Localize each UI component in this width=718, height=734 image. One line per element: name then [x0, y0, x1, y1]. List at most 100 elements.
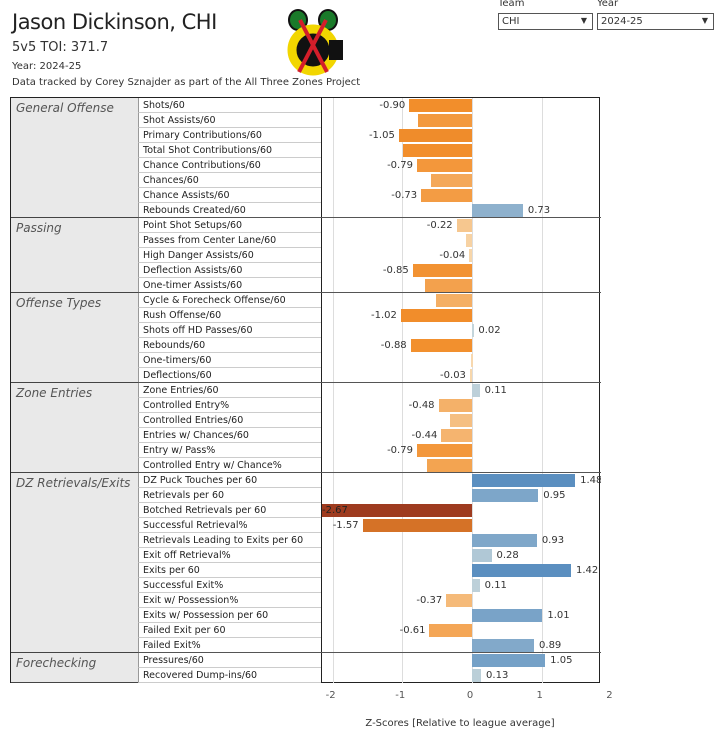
- value-label: -1.57: [332, 520, 359, 531]
- zscore-table: -0.90 -1.05 -0.79 -0.73 0.73 -0.22 -0.04 -0.85 -…: [10, 97, 601, 683]
- metric-label: DZ Puck Touches per 60: [138, 473, 321, 488]
- metric-label: Botched Retrievals per 60: [138, 503, 321, 518]
- metric-label: Rebounds/60: [138, 338, 321, 353]
- value-label: -1.05: [368, 130, 395, 141]
- metric-label: Passes from Center Lane/60: [138, 233, 321, 248]
- chevron-down-icon: ▼: [580, 16, 587, 25]
- group-divider: [138, 382, 601, 383]
- value-label: -0.44: [411, 430, 438, 441]
- metric-label: Controlled Entry%: [138, 398, 321, 413]
- x-tick-label: 1: [536, 690, 543, 701]
- value-label: 0.73: [527, 205, 551, 216]
- group-divider: [138, 652, 601, 653]
- group-label: General Offense: [11, 98, 138, 218]
- bar: [446, 594, 472, 607]
- value-label: -0.88: [380, 340, 407, 351]
- metric-label: Exit w/ Possession%: [138, 593, 321, 608]
- bar: [472, 549, 492, 562]
- metric-label: Successful Exit%: [138, 578, 321, 593]
- metric-label: Chance Assists/60: [138, 188, 321, 203]
- value-label: 0.93: [541, 535, 565, 546]
- bar: [472, 564, 571, 577]
- value-label: -2.67: [322, 505, 348, 516]
- team-logo: [283, 6, 345, 76]
- year-text: Year: 2024-25: [12, 61, 82, 72]
- metric-label: One-timer Assists/60: [138, 278, 321, 293]
- bar: [410, 339, 472, 352]
- bar: [429, 624, 472, 637]
- bar: [412, 264, 472, 277]
- value-label: 0.13: [486, 670, 509, 681]
- bar: [472, 384, 480, 397]
- x-tick-label: -2: [325, 690, 336, 701]
- x-axis-title: Z-Scores [Relative to league average]: [365, 718, 555, 729]
- metric-label: Retrievals Leading to Exits per 60: [138, 533, 321, 548]
- bar: [472, 654, 546, 667]
- group-divider: [138, 292, 601, 293]
- year-dropdown[interactable]: 2024-25 ▼: [597, 13, 714, 30]
- value-label: 1.42: [575, 565, 599, 576]
- value-label: 1.05: [550, 655, 573, 666]
- bar: [472, 579, 480, 592]
- team-filter-label: Team: [498, 0, 525, 9]
- bar: [472, 474, 576, 487]
- metric-label: Deflection Assists/60: [138, 263, 321, 278]
- value-label: 0.11: [484, 580, 507, 591]
- group-label: DZ Retrievals/Exits: [11, 473, 138, 653]
- bar: [441, 429, 472, 442]
- bar: [421, 189, 472, 202]
- bar: [398, 129, 472, 142]
- value-label: -0.03: [440, 370, 466, 381]
- gridline: [541, 98, 543, 683]
- bar: [456, 219, 472, 232]
- metric-label: Failed Exit%: [138, 638, 321, 653]
- x-tick-label: 0: [466, 690, 474, 701]
- bar: [472, 324, 474, 337]
- metric-label: Rebounds Created/60: [138, 203, 321, 218]
- group-divider: [138, 472, 601, 473]
- bar: [472, 204, 523, 217]
- metric-label: Total Shot Contributions/60: [138, 143, 321, 158]
- bar: [438, 399, 472, 412]
- chevron-down-icon: ▼: [701, 16, 708, 25]
- bar-chart: -0.90 -1.05 -0.79 -0.73 0.73 -0.22 -0.04 -0.85 -…: [321, 98, 601, 683]
- value-label: -0.61: [399, 625, 426, 636]
- metric-label: Entries w/ Chances/60: [138, 428, 321, 443]
- metric-label: Exits per 60: [138, 563, 321, 578]
- metric-label: Recovered Dump-ins/60: [138, 668, 321, 683]
- year-dropdown-value: 2024-25: [601, 16, 643, 27]
- metric-label: Successful Retrieval%: [138, 518, 321, 533]
- bar: [402, 144, 472, 157]
- value-label: -0.04: [439, 250, 466, 261]
- value-label: 0.02: [478, 325, 501, 336]
- value-label: -0.22: [426, 220, 453, 231]
- group-divider: [138, 217, 601, 218]
- bar: [472, 639, 535, 652]
- bar: [430, 174, 472, 187]
- metric-label: High Danger Assists/60: [138, 248, 321, 263]
- bar: [416, 159, 472, 172]
- team-dropdown[interactable]: CHI ▼: [498, 13, 593, 30]
- metric-label: Zone Entries/60: [138, 383, 321, 398]
- bar: [469, 249, 472, 262]
- value-label: -0.73: [391, 190, 418, 201]
- bar: [409, 99, 472, 112]
- value-label: 0.11: [484, 385, 507, 396]
- value-label: 0.89: [539, 640, 562, 651]
- metric-label: Controlled Entry w/ Chance%: [138, 458, 321, 473]
- value-label: -0.79: [387, 445, 413, 456]
- value-label: -0.37: [416, 595, 443, 606]
- bar: [471, 354, 473, 367]
- bar: [322, 504, 472, 517]
- value-label: -1.02: [371, 310, 397, 321]
- value-label: -0.48: [408, 400, 435, 411]
- bar: [472, 609, 543, 622]
- metric-label: Deflections/60: [138, 368, 321, 383]
- bar: [362, 519, 472, 532]
- bar: [427, 459, 472, 472]
- metric-label: Failed Exit per 60: [138, 623, 321, 638]
- player-title: Jason Dickinson, CHI: [12, 10, 217, 34]
- x-tick-label: 2: [606, 690, 613, 701]
- value-label: 0.95: [543, 490, 566, 501]
- metric-label: Primary Contributions/60: [138, 128, 321, 143]
